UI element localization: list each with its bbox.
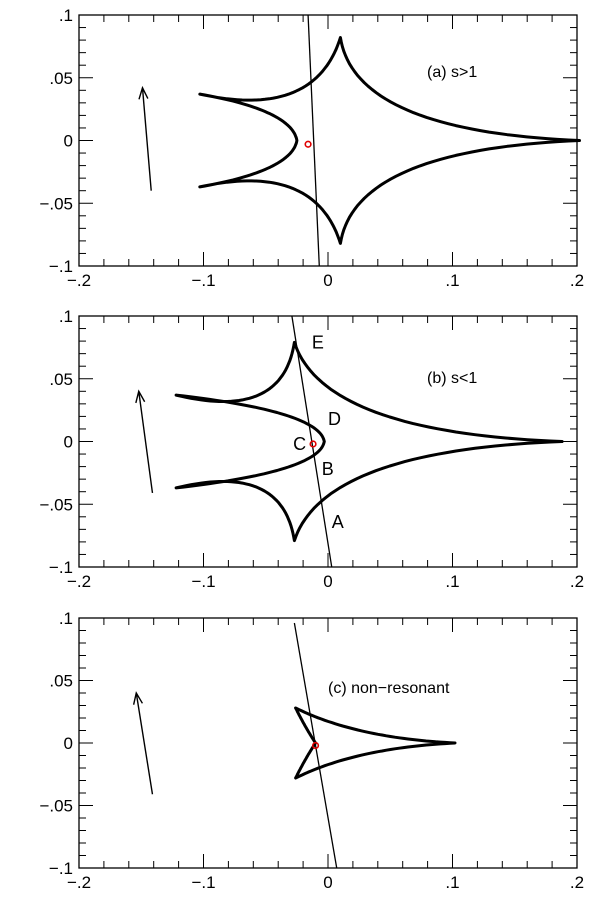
direction-arrow-head [135, 389, 146, 404]
x-tick-label: .1 [445, 572, 459, 591]
x-tick-label: −.1 [191, 271, 215, 290]
point-label-c: C [293, 434, 306, 454]
caustic-curve [198, 36, 581, 245]
source-trajectory [307, 14, 320, 267]
x-tick-label: .1 [445, 271, 459, 290]
y-tick-label: −.1 [49, 558, 73, 577]
x-tick-label: .2 [570, 873, 584, 892]
x-tick-label: .1 [445, 873, 459, 892]
direction-arrow-shaft [135, 692, 154, 795]
panel-label: (c) non−resonant [328, 680, 450, 697]
point-label-b: B [322, 459, 334, 479]
point-label-e: E [312, 332, 324, 352]
caustic-curve [174, 340, 564, 543]
panel-label: (b) s<1 [427, 370, 477, 387]
direction-arrow-shaft [141, 87, 152, 191]
x-tick-label: −.2 [67, 873, 91, 892]
source-trajectory [293, 622, 338, 869]
y-tick-label: 0 [64, 132, 73, 151]
y-tick-label: .1 [59, 609, 73, 628]
y-tick-label: −.1 [49, 859, 73, 878]
y-tick-label: .1 [59, 6, 73, 25]
x-tick-label: .2 [570, 572, 584, 591]
y-tick-label: 0 [64, 734, 73, 753]
y-tick-label: .1 [59, 307, 73, 326]
source-position-marker [304, 140, 312, 148]
x-tick-label: −.2 [67, 572, 91, 591]
x-tick-label: 0 [323, 873, 332, 892]
source-position-marker [309, 440, 317, 448]
direction-arrow-head [138, 85, 149, 100]
x-tick-label: 0 [323, 271, 332, 290]
point-label-d: D [328, 409, 341, 429]
y-tick-label: −.1 [49, 257, 73, 276]
direction-arrow-shaft [138, 391, 154, 494]
point-label-a: A [332, 512, 344, 532]
panel-1: −.2 −.1 0.1.2.1.050−.05−.1(a) s>1 [39, 6, 584, 290]
x-tick-label: −.1 [191, 572, 215, 591]
y-tick-label: 0 [64, 433, 73, 452]
plot-frame [78, 14, 578, 267]
y-tick-label: .05 [49, 69, 73, 88]
y-tick-label: −.05 [39, 495, 73, 514]
y-tick-label: −.05 [39, 797, 73, 816]
panel-3: −.2 −.1 0.1.2.1.050−.05−.1(c) non−resonant [39, 609, 584, 892]
y-tick-label: .05 [49, 672, 73, 691]
x-tick-label: 0 [323, 572, 332, 591]
x-tick-label: −.2 [67, 271, 91, 290]
x-tick-label: .2 [570, 271, 584, 290]
direction-arrow-head [132, 691, 144, 705]
panel-label: (a) s>1 [427, 64, 477, 81]
plot-frame [78, 617, 578, 869]
caustic-curve [294, 706, 457, 780]
x-tick-label: −.1 [191, 873, 215, 892]
y-tick-label: −.05 [39, 194, 73, 213]
plot-frame [78, 315, 578, 568]
source-position-marker [311, 741, 320, 750]
y-tick-label: .05 [49, 370, 73, 389]
